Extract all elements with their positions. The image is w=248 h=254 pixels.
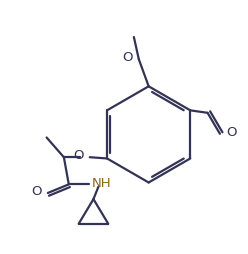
Text: O: O	[123, 52, 133, 65]
Text: O: O	[73, 149, 84, 163]
Text: O: O	[226, 126, 237, 139]
Text: O: O	[31, 185, 42, 198]
Text: NH: NH	[92, 177, 112, 190]
